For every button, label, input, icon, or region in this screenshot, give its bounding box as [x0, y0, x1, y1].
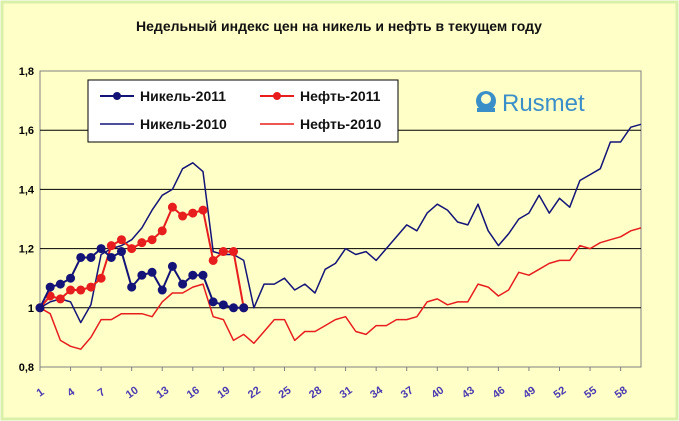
data-point-oil-2011	[86, 282, 96, 292]
x-tick-label: 28	[307, 384, 324, 401]
x-tick-label: 37	[399, 384, 416, 401]
rusmet-logo-text: Rusmet	[502, 90, 585, 117]
data-point-oil-2011	[157, 226, 167, 236]
y-axis-tick-labels: 0,8 1 1,2 1,4 1,6 1,8	[19, 66, 35, 374]
rusmet-logo-icon-base	[477, 108, 495, 112]
data-point-nickel-2011	[76, 252, 86, 262]
data-point-nickel-2011	[55, 279, 65, 289]
data-point-oil-2011	[229, 247, 239, 257]
data-point-oil-2011	[198, 205, 208, 215]
x-tick-label: 22	[246, 384, 263, 401]
x-tick-label: 46	[491, 384, 508, 401]
data-point-oil-2011	[127, 244, 137, 254]
y-tick-label: 0,8	[19, 362, 34, 374]
legend-box	[87, 79, 399, 143]
rusmet-logo: Rusmet	[476, 90, 585, 117]
legend: Никель-2011 Нефть-2011 Никель-2010 Нефть…	[87, 79, 399, 143]
series-line-nickel-2010	[39, 123, 642, 324]
series-lines	[35, 123, 642, 350]
legend-marker-oil-2011	[273, 92, 281, 100]
data-point-nickel-2011	[147, 267, 157, 277]
x-tick-label: 13	[154, 384, 171, 401]
legend-label-oil-2010: Нефть-2010	[300, 116, 381, 132]
series-nickel-2011	[35, 244, 249, 313]
x-tick-label: 31	[338, 384, 355, 401]
chart-title: Недельный индекс цен на никель и нефть в…	[136, 18, 542, 34]
y-tick-label: 1	[28, 303, 34, 315]
x-tick-label: 7	[96, 386, 108, 399]
data-point-nickel-2011	[188, 270, 198, 280]
data-point-nickel-2011	[35, 303, 45, 313]
data-point-nickel-2011	[106, 252, 116, 262]
data-point-oil-2011	[137, 238, 147, 248]
data-point-nickel-2011	[127, 282, 137, 292]
data-point-nickel-2011	[45, 282, 55, 292]
data-point-nickel-2011	[167, 261, 177, 271]
legend-entry-oil-2010: Нефть-2010	[260, 116, 381, 132]
data-point-oil-2011	[66, 285, 76, 295]
data-point-oil-2011	[76, 285, 86, 295]
legend-entry-nickel-2011: Никель-2011	[100, 88, 226, 104]
x-tick-label: 52	[552, 384, 569, 401]
y-tick-label: 1,6	[19, 125, 34, 137]
legend-entry-oil-2011: Нефть-2011	[260, 88, 381, 104]
x-tick-label: 49	[521, 384, 538, 401]
data-point-nickel-2011	[229, 303, 239, 313]
legend-label-nickel-2010: Никель-2010	[140, 116, 227, 132]
data-point-nickel-2011	[239, 303, 249, 313]
y-tick-label: 1,2	[19, 244, 34, 256]
series-nickel-2010	[39, 123, 642, 324]
x-tick-label: 55	[582, 384, 599, 401]
x-tick-label: 19	[215, 384, 232, 401]
rusmet-logo-icon-inner	[481, 94, 491, 104]
x-tick-label: 25	[277, 384, 294, 401]
data-point-oil-2011	[106, 241, 116, 251]
legend-marker-nickel-2011	[113, 92, 121, 100]
y-tick-label: 1,8	[19, 66, 34, 78]
data-point-oil-2011	[96, 273, 106, 283]
x-tick-label: 16	[185, 384, 202, 401]
data-point-nickel-2011	[96, 244, 106, 254]
data-point-nickel-2011	[218, 300, 228, 310]
data-point-oil-2011	[147, 235, 157, 245]
data-point-nickel-2011	[66, 273, 76, 283]
series-oil-2010	[39, 227, 642, 350]
data-point-nickel-2011	[198, 270, 208, 280]
data-point-oil-2011	[167, 202, 177, 212]
x-tick-label: 40	[429, 384, 446, 401]
data-point-oil-2011	[116, 235, 126, 245]
data-point-oil-2011	[208, 255, 218, 265]
data-point-nickel-2011	[178, 279, 188, 289]
data-point-oil-2011	[55, 294, 65, 304]
x-tick-label: 43	[460, 384, 477, 401]
legend-entry-nickel-2010: Никель-2010	[100, 116, 227, 132]
data-point-nickel-2011	[157, 285, 167, 295]
data-point-nickel-2011	[137, 270, 147, 280]
data-point-oil-2011	[218, 247, 228, 257]
legend-label-oil-2011: Нефть-2011	[300, 88, 381, 104]
data-point-nickel-2011	[208, 297, 218, 307]
data-point-nickel-2011	[86, 252, 96, 262]
data-point-oil-2011	[188, 208, 198, 218]
x-tick-label: 1	[35, 386, 47, 399]
data-point-oil-2011	[178, 211, 188, 221]
y-tick-label: 1,4	[19, 184, 35, 196]
x-tick-label: 10	[124, 384, 141, 401]
x-tick-label: 58	[613, 384, 630, 401]
data-point-nickel-2011	[116, 247, 126, 257]
series-line-oil-2010	[39, 227, 642, 350]
legend-label-nickel-2011: Никель-2011	[140, 88, 226, 104]
